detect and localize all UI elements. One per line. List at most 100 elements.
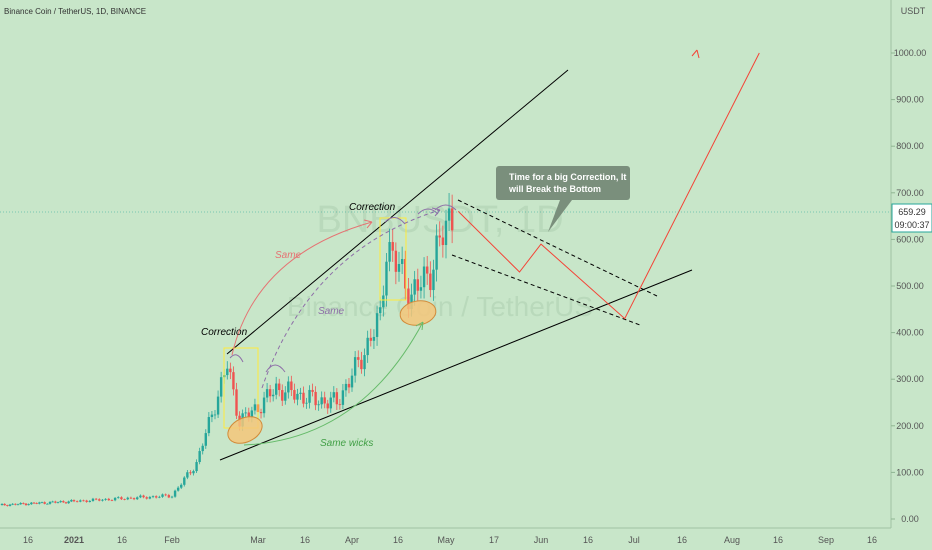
candle-body xyxy=(232,372,235,390)
candle-body xyxy=(136,497,139,500)
candle-body xyxy=(91,498,95,501)
time-tick-label: 16 xyxy=(677,535,687,545)
candle-body xyxy=(139,495,142,498)
candle-body xyxy=(416,279,419,291)
candle-body xyxy=(360,359,363,370)
candle-body xyxy=(335,392,339,405)
candle-body xyxy=(8,504,12,506)
annotation-correction-1[interactable]: Correction xyxy=(201,327,248,338)
candle-body xyxy=(369,337,372,341)
candle-body xyxy=(19,503,22,505)
time-tick-label: Jul xyxy=(628,535,640,545)
price-tick-label: 1000.00 xyxy=(894,48,927,58)
candle-body xyxy=(314,391,317,406)
candle-body xyxy=(145,497,148,499)
candle-body xyxy=(413,279,416,295)
candle-body xyxy=(338,404,342,406)
candle-body xyxy=(11,503,14,505)
candle-body xyxy=(120,497,123,500)
candle-body xyxy=(216,396,220,415)
time-tick-label: 16 xyxy=(583,535,593,545)
price-tick-label: 600.00 xyxy=(896,234,924,244)
candle-body xyxy=(250,410,254,418)
channel-upper-dashed[interactable] xyxy=(457,199,658,297)
candle-body xyxy=(259,412,263,414)
countdown-label: 09:00:37 xyxy=(894,220,929,230)
candle-body xyxy=(447,208,451,221)
projection-path[interactable] xyxy=(457,52,760,320)
candle-body xyxy=(432,269,435,291)
annotation-correction-2[interactable]: Correction xyxy=(349,202,396,213)
time-tick-label: 16 xyxy=(300,535,310,545)
time-tick-label: 16 xyxy=(773,535,783,545)
candle-body xyxy=(278,383,281,391)
time-tick-label: May xyxy=(437,535,455,545)
candle-body xyxy=(35,503,38,504)
candle-body xyxy=(94,498,98,500)
candle-body xyxy=(311,389,314,392)
time-tick-label: 2021 xyxy=(64,535,84,545)
candle-body xyxy=(332,392,336,398)
time-tick-label: 16 xyxy=(23,535,33,545)
candle-body xyxy=(357,357,360,360)
candle-body xyxy=(274,383,278,395)
candle-body xyxy=(379,307,382,314)
candle-body xyxy=(391,242,394,251)
candle-body xyxy=(353,357,357,376)
candle-body xyxy=(132,498,136,500)
candle-body xyxy=(6,505,9,506)
price-tick-label: 400.00 xyxy=(896,328,924,338)
candle-body xyxy=(40,502,44,504)
candle-body xyxy=(435,235,438,270)
candle-body xyxy=(43,502,46,504)
price-tick-label: 200.00 xyxy=(896,421,924,431)
candle-body xyxy=(226,368,229,376)
candle-body xyxy=(67,501,70,504)
candle-body xyxy=(48,501,52,504)
candle-body xyxy=(372,336,376,341)
candle-body xyxy=(317,404,320,406)
candle-body xyxy=(129,497,133,499)
candle-body xyxy=(142,495,145,498)
annotation-same-1[interactable]: Same xyxy=(275,250,302,261)
candle-body xyxy=(62,501,65,503)
annotation-same-wicks[interactable]: Same wicks xyxy=(320,438,373,449)
candle-body xyxy=(271,394,275,397)
annotation-same-2[interactable]: Same xyxy=(318,306,345,317)
candle-body xyxy=(426,266,429,274)
candle-body xyxy=(70,500,73,502)
upper-trendline[interactable] xyxy=(226,69,569,355)
callout-line-2: will Break the Bottom xyxy=(508,184,601,194)
candle-body xyxy=(265,389,269,398)
same-arrow-1-head xyxy=(363,219,373,229)
candle-body xyxy=(290,381,293,391)
price-tick-label: 100.00 xyxy=(896,467,924,477)
channel-lower-dashed[interactable] xyxy=(451,254,641,326)
time-axis[interactable]: 16 2021 16 Feb Mar 16 Apr 16 May 17 Jun 16 Jul 16 Aug 1… xyxy=(23,535,877,545)
time-tick-label: Apr xyxy=(345,535,359,545)
candle-body xyxy=(207,417,211,434)
time-tick-label: Mar xyxy=(250,535,266,545)
callout[interactable]: Time for a big Correction, It will Break… xyxy=(496,166,630,232)
time-tick-label: Sep xyxy=(818,535,834,545)
same-arrow-2[interactable] xyxy=(261,209,441,389)
same-arrow-1[interactable] xyxy=(231,221,373,356)
candle-body xyxy=(164,494,167,496)
candle-body xyxy=(0,503,4,506)
candle-body xyxy=(400,259,404,265)
candle-body xyxy=(180,484,183,488)
candle-body xyxy=(422,266,426,288)
wick-ellipse-1[interactable] xyxy=(224,412,267,449)
candle-body xyxy=(382,295,385,308)
candle-body xyxy=(323,397,326,404)
lower-trendline[interactable] xyxy=(219,269,693,461)
candle-body xyxy=(27,504,30,506)
same-wicks-arrow[interactable] xyxy=(243,321,424,446)
price-axis[interactable]: 1000.00 900.00 800.00 700.00 600.00 500.00 400… xyxy=(891,48,926,524)
time-tick-label: 16 xyxy=(117,535,127,545)
candle-body xyxy=(385,261,388,296)
wick-ellipse-2[interactable] xyxy=(398,298,438,328)
candle-body xyxy=(46,503,49,505)
